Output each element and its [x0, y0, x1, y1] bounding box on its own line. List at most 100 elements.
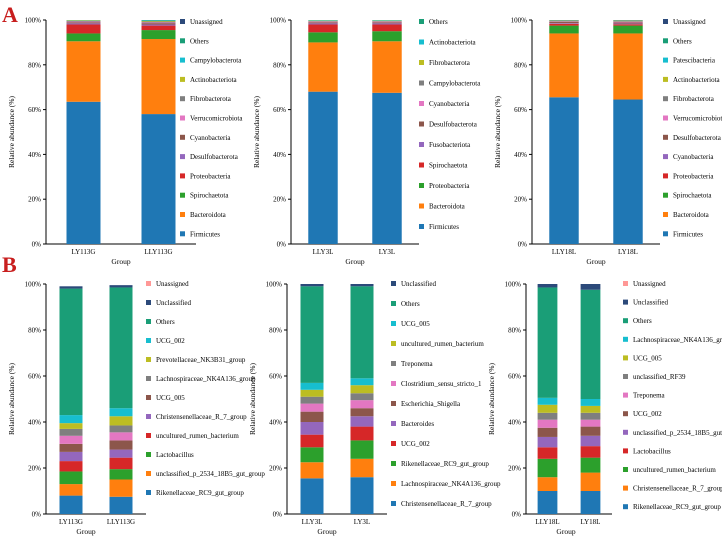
- legend-label: Others: [156, 318, 175, 326]
- bar-segment: [580, 405, 601, 413]
- y-tick-label: 0%: [273, 511, 283, 519]
- bar-segment: [350, 378, 374, 386]
- legend-swatch: [391, 421, 396, 426]
- bar-segment: [580, 289, 601, 399]
- legend-swatch: [391, 481, 396, 486]
- y-tick-label: 80%: [514, 61, 527, 69]
- legend-swatch: [391, 361, 396, 366]
- legend-label: Proteobacteria: [429, 182, 470, 190]
- bar-segment: [350, 408, 374, 417]
- legend-swatch: [146, 395, 151, 400]
- bar-segment: [300, 403, 324, 412]
- y-axis-label: Relative abundance (%): [7, 362, 16, 435]
- bar-segment: [59, 443, 83, 452]
- bar-segment: [308, 91, 338, 245]
- legend-label: Firmicutes: [673, 230, 703, 238]
- legend-swatch: [663, 231, 668, 237]
- legend-label: Rikenellaceae_RC9_gut_group: [401, 460, 489, 468]
- bar-segment: [141, 25, 176, 31]
- y-tick-label: 20%: [273, 196, 286, 204]
- bar-segment: [308, 23, 338, 25]
- bar-segment: [59, 461, 83, 472]
- y-tick-label: 40%: [28, 151, 41, 159]
- bar-segment: [141, 24, 176, 26]
- legend-label: Campylobacterota: [190, 57, 242, 65]
- legend-swatch: [146, 319, 151, 324]
- bar-segment: [59, 495, 83, 514]
- legend-swatch: [663, 212, 668, 217]
- panel-label-a: A: [2, 2, 18, 27]
- legend-label: UCG_005: [633, 354, 662, 362]
- legend-label: Unclassified: [156, 299, 191, 307]
- legend-label: UCG_005: [401, 320, 430, 328]
- legend-label: Bacteroides: [401, 420, 434, 428]
- x-axis-label: Group: [317, 527, 336, 536]
- bar-segment: [537, 458, 558, 478]
- legend-swatch: [623, 392, 628, 398]
- legend-swatch: [419, 121, 424, 127]
- bar-segment: [59, 484, 83, 496]
- bar-segment: [537, 397, 558, 405]
- legend-label: Firmicutes: [190, 230, 220, 238]
- legend-label: Bacteroidota: [190, 211, 227, 219]
- x-tick-label: LLY18L: [552, 248, 576, 256]
- bar-segment: [350, 385, 374, 394]
- legend-label: Unassigned: [190, 18, 223, 26]
- bar-segment: [109, 408, 133, 417]
- legend-label: UCG_002: [633, 410, 662, 418]
- legend-swatch: [391, 501, 396, 506]
- bar-segment: [300, 447, 324, 463]
- bar-segment: [109, 440, 133, 450]
- bar-segment: [66, 21, 101, 23]
- legend-label: Rikenellaceae_RC9_gut_group: [633, 503, 721, 511]
- legend-label: Desulfobacterota: [190, 153, 239, 161]
- legend-swatch: [419, 39, 424, 45]
- bar-segment: [580, 426, 601, 436]
- legend-swatch: [663, 173, 668, 179]
- bar-segment: [308, 42, 338, 92]
- legend-label: Escherichia_Shigella: [401, 400, 461, 408]
- legend-swatch: [623, 504, 628, 510]
- bar-segment: [537, 284, 558, 288]
- legend-label: Actinobacteriota: [190, 76, 238, 84]
- x-tick-label: LLY113G: [144, 248, 172, 256]
- legend-swatch: [623, 318, 628, 324]
- legend-label: Spirochaetota: [429, 162, 468, 170]
- x-tick-label: LLY18L: [535, 518, 559, 526]
- legend-label: Spirochaetota: [673, 192, 712, 200]
- y-tick-label: 60%: [28, 106, 41, 114]
- legend-label: Campylobacterota: [429, 80, 481, 88]
- legend-label: uncultured_rumen_bacterium: [633, 466, 716, 474]
- bar-segment: [549, 22, 579, 24]
- y-tick-label: 60%: [508, 373, 521, 381]
- legend-label: Others: [401, 300, 420, 308]
- bar-segment: [580, 284, 601, 290]
- legend-label: Fusobacteriota: [429, 141, 471, 149]
- bar-segment: [350, 416, 374, 427]
- legend-label: Lachnospiraceae_NK4A136_group: [401, 480, 501, 488]
- x-tick-label: LY113G: [59, 518, 83, 526]
- bar-segment: [549, 25, 579, 34]
- bar-segment: [66, 33, 101, 42]
- bar-segment: [537, 491, 558, 514]
- y-tick-label: 60%: [28, 373, 41, 381]
- bar-segment: [613, 24, 643, 26]
- y-tick-label: 80%: [273, 61, 286, 69]
- legend-label: Unassigned: [156, 280, 189, 288]
- legend-swatch: [623, 299, 628, 305]
- legend-label: Unclassified: [633, 299, 668, 307]
- legend-label: Treponema: [633, 392, 666, 400]
- bar-segment: [372, 24, 402, 32]
- bar-segment: [59, 428, 83, 436]
- legend-swatch: [180, 192, 185, 198]
- legend-label: Patescibacteria: [673, 57, 716, 65]
- y-tick-label: 0%: [518, 241, 528, 249]
- legend-swatch: [623, 411, 628, 417]
- legend-label: unclassified_p_2534_18B5_gut_group: [156, 470, 265, 478]
- legend-swatch: [663, 19, 668, 24]
- legend-swatch: [180, 38, 185, 44]
- legend-label: Others: [633, 317, 652, 325]
- y-tick-label: 0%: [277, 241, 287, 249]
- bar-segment: [372, 22, 402, 24]
- x-tick-label: LLY113G: [107, 518, 135, 526]
